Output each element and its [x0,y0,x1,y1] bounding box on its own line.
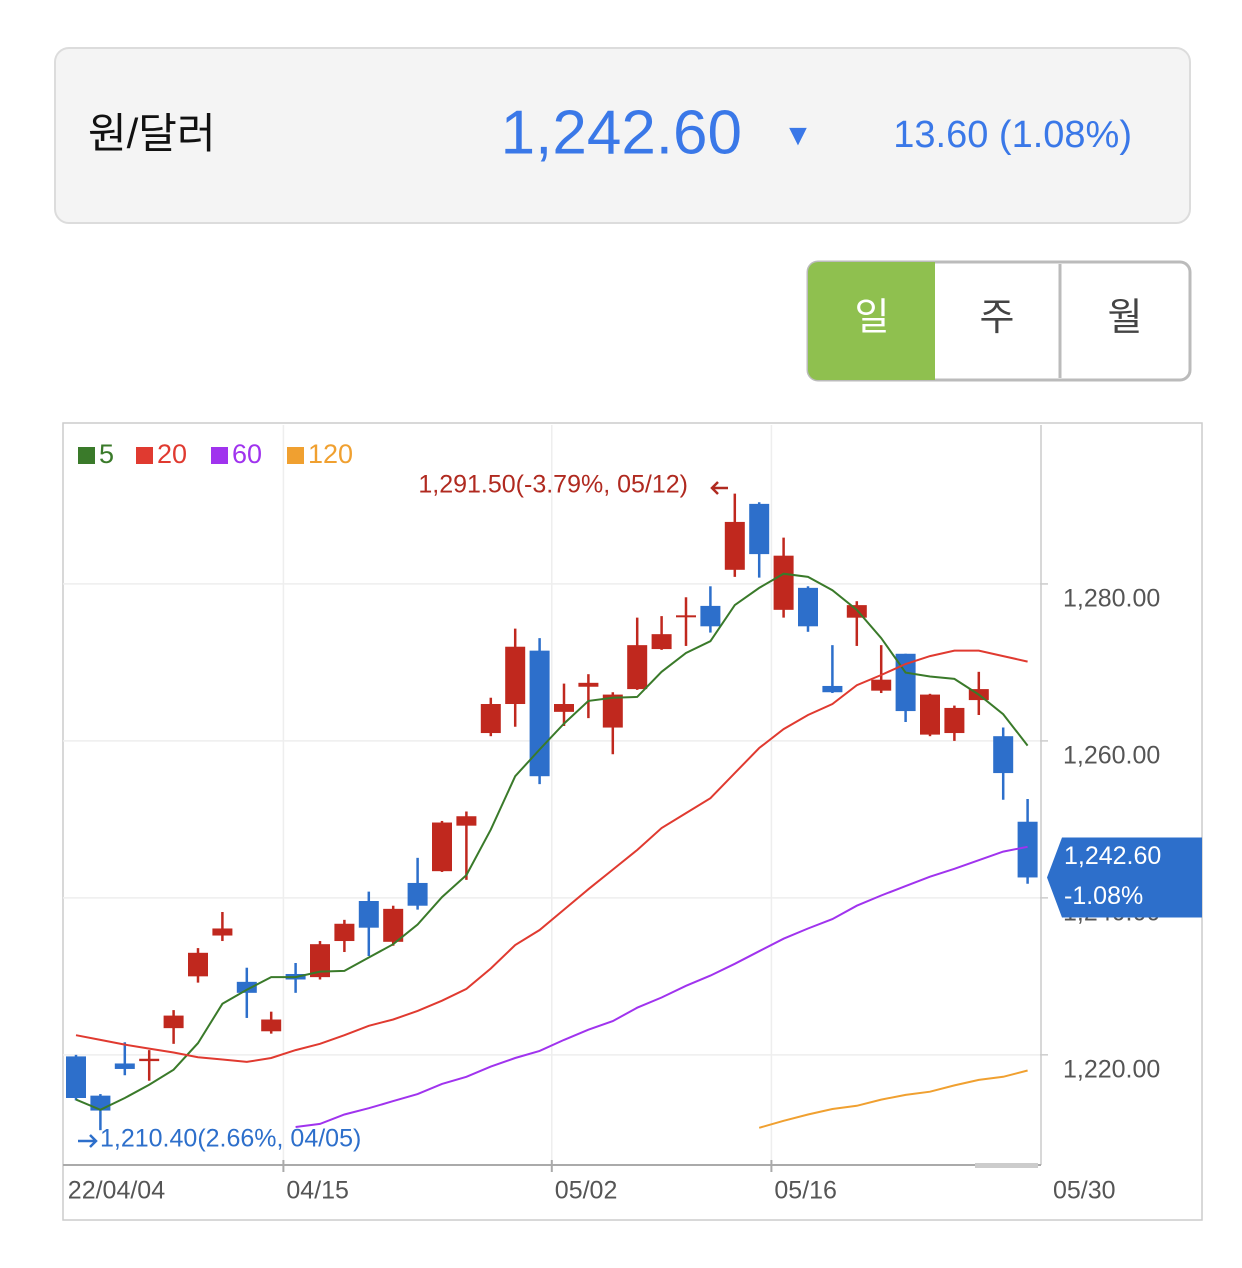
tab-active-bg [808,262,935,380]
candle-body [334,923,355,942]
candle-body [407,882,428,906]
tab[interactable]: 주 [980,297,1015,339]
candle-body [578,682,599,687]
candle-body [871,679,892,691]
candle-body [554,704,574,712]
x-tick-label: 05/16 [774,1177,837,1205]
y-tick-label: 1,220.00 [1063,1055,1160,1083]
candle-body [651,634,672,650]
legend-swatch [78,447,95,464]
candle-body [310,944,330,978]
quote-change: 13.60 (1.08%) [893,114,1132,156]
legend-swatch [287,447,304,464]
x-tick-label: 04/15 [286,1177,349,1205]
legend-swatch [136,447,153,464]
candle-body [383,908,404,942]
candle-body [139,1058,160,1062]
legend-label: 120 [308,439,353,469]
candle-body [163,1015,184,1029]
plot: 1,220.001,240.001,260.001,280.0022/04/04… [63,425,1160,1205]
y-tick-label: 1,280.00 [1063,585,1160,613]
low-arrow [78,1134,98,1148]
candle-body [90,1095,111,1111]
candle-body [798,587,818,627]
scroll-indicator [975,1163,1038,1168]
legend-swatch [211,447,228,464]
ma-line [295,845,1028,1128]
candle-body [261,1019,282,1032]
legend-label: 20 [157,439,187,469]
x-tick-label: 22/04/04 [68,1177,165,1205]
ma-line [75,572,1029,1111]
candle-body [700,605,721,627]
candle-body [773,555,794,610]
high-annotation: 1,291.50(-3.79%, 05/12) [418,471,688,499]
candle-body [480,704,501,734]
candle-body [920,694,940,735]
candle-body [212,928,233,936]
high-arrow [710,481,728,495]
quote-direction: ▼ [783,119,813,152]
x-tick-label: 05/30 [1053,1177,1116,1205]
last-price: 1,242.60 [1064,842,1161,870]
candle-body [66,1056,86,1098]
quote-box [54,47,1191,224]
chart-frame [62,422,1203,1221]
y-tick-label: 1,260.00 [1063,742,1160,770]
low-annotation: 1,210.40(2.66%, 04/05) [100,1125,361,1153]
candle-body [505,646,526,705]
candle-body [993,736,1014,774]
candle-body [944,707,965,734]
candle-body [627,645,648,690]
candle-body [236,981,257,993]
last-change: -1.08% [1064,882,1143,910]
candle-body [358,901,379,928]
candle-body [114,1063,135,1069]
legend-label: 5 [99,439,114,469]
candle-body [432,822,452,872]
candle-body [188,952,208,977]
candle-body [749,503,770,555]
candle-body [724,521,745,570]
candle-body [822,685,843,693]
tab[interactable]: 월 [1108,297,1143,339]
quote-title: 원/달러 [88,110,216,157]
x-tick-label: 05/02 [555,1177,618,1205]
quote-price: 1,242.60 [501,98,742,167]
legend-label: 60 [232,439,262,469]
candle-body [895,653,916,712]
candle-body [602,694,623,728]
tab[interactable]: 일 [855,297,890,339]
candle-body [456,816,477,826]
ma-line [758,1069,1028,1129]
candle-body [1017,821,1038,878]
ma-line [75,649,1028,1063]
candle-body [676,615,696,618]
last-price-box [1047,837,1202,918]
candle-body [846,605,867,618]
